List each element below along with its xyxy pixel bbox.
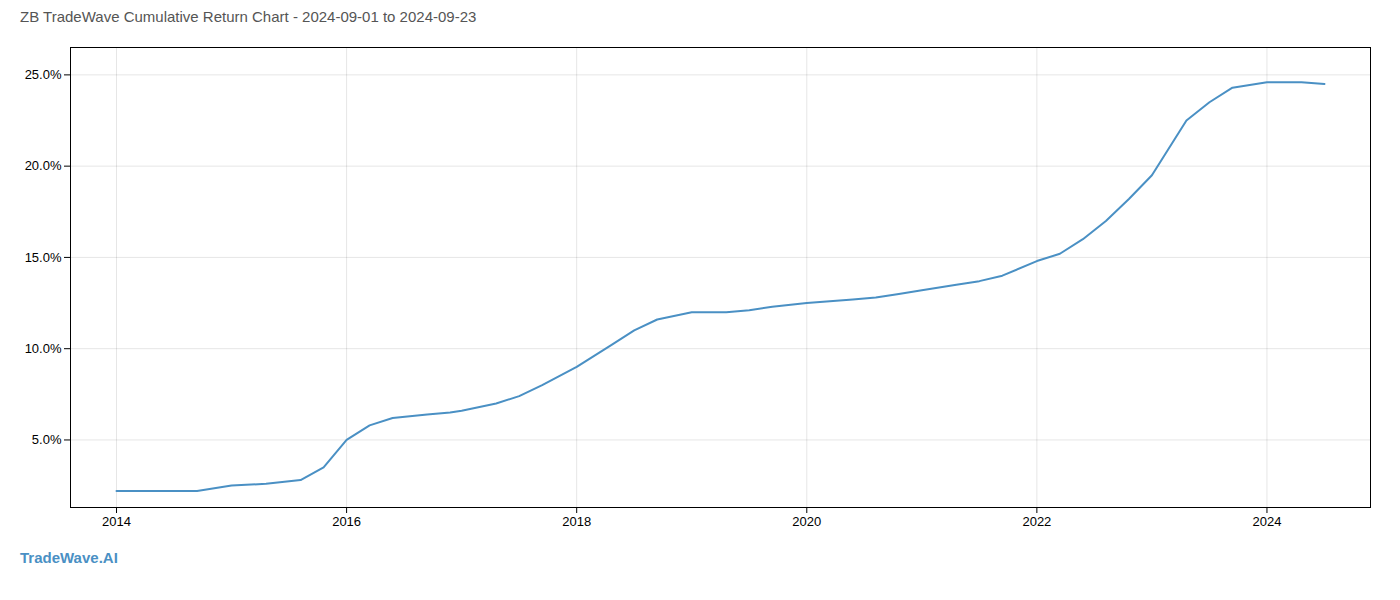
svg-text:10.0%: 10.0% [25,341,62,356]
svg-text:2024: 2024 [1252,514,1281,529]
html-text:TradeWave.AI: TradeWave.AI [20,549,118,566]
svg-text:2014: 2014 [102,514,131,529]
svg-text:15.0%: 15.0% [25,250,62,265]
svg-text:20.0%: 20.0% [25,158,62,173]
svg-text:2020: 2020 [792,514,821,529]
svg-text:2018: 2018 [562,514,591,529]
svg-text:25.0%: 25.0% [25,67,62,82]
html-text:ZB TradeWave Cumulative Return: ZB TradeWave Cumulative Return Chart - 2… [20,8,477,25]
svg-text:2022: 2022 [1022,514,1051,529]
svg-text:2016: 2016 [332,514,361,529]
svg-text:5.0%: 5.0% [32,432,62,447]
